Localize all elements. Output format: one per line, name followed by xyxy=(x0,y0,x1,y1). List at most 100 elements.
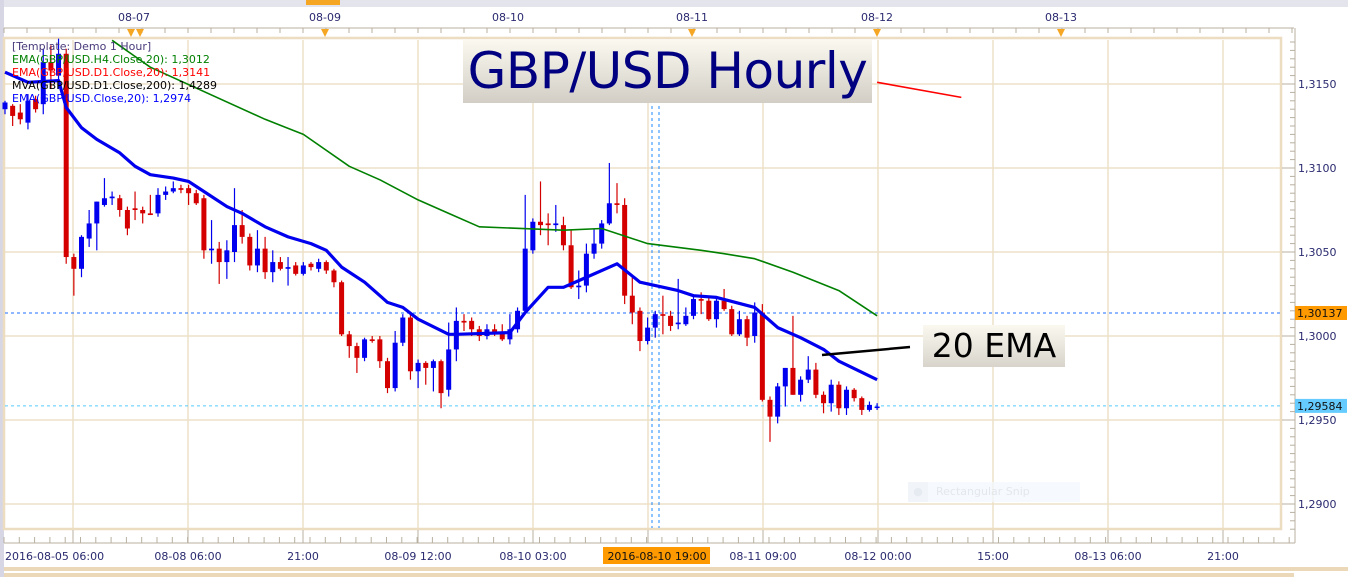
plot-frame xyxy=(2,36,1283,531)
candle-bearish xyxy=(132,208,138,210)
event-marker-icon xyxy=(136,29,144,37)
candle-bearish xyxy=(346,334,352,347)
event-marker-icon xyxy=(688,29,696,37)
legend-entry: EMA(GBP/USD.Close,20): 1,2974 xyxy=(12,92,191,105)
candle-bullish xyxy=(606,203,612,224)
indicator-lines xyxy=(4,39,962,382)
candle-bearish xyxy=(790,367,796,395)
price-axis-label: 1,3100 xyxy=(1298,162,1337,175)
candle-bullish xyxy=(163,191,169,195)
candle-bearish xyxy=(407,317,413,372)
event-marker-icon xyxy=(127,29,135,37)
snip-tooltip: ● Rectangular Snip xyxy=(908,482,1080,502)
candle-bullish xyxy=(86,223,92,239)
candle-bullish xyxy=(652,314,658,328)
candle-bearish xyxy=(637,310,643,342)
event-marker-icon xyxy=(321,29,329,37)
price-axis[interactable]: 1,3150 1,3100 1,3050 1,3000 1,2950 1,2900 xyxy=(1282,28,1337,543)
top-date-label: 08-07 xyxy=(118,11,150,24)
top-date-label: 08-11 xyxy=(676,11,708,24)
crosshair-time-label: 2016-08-10 19:00 xyxy=(607,550,706,563)
candle-bullish xyxy=(40,62,46,105)
candles xyxy=(2,38,880,442)
top-date-label: 08-12 xyxy=(861,11,893,24)
top-date-axis: 08-07 08-09 08-10 08-11 08-12 08-13 xyxy=(3,11,1294,37)
candle-bullish xyxy=(775,386,781,417)
candle-bullish xyxy=(576,285,582,288)
candle-bullish xyxy=(866,404,872,410)
left-edge xyxy=(0,0,4,577)
candle-bullish xyxy=(430,361,436,368)
candle-bullish xyxy=(446,349,452,390)
top-date-label: 08-13 xyxy=(1045,11,1077,24)
price-axis-label: 1,3050 xyxy=(1298,246,1337,259)
time-axis-label: 08-11 09:00 xyxy=(729,550,796,563)
candle-bearish xyxy=(721,300,727,310)
candle-bullish xyxy=(170,188,176,192)
candle-bullish xyxy=(25,100,31,123)
event-marker-icon xyxy=(1057,29,1065,37)
candle-bullish xyxy=(530,221,536,251)
time-axis-label: 08-08 06:00 xyxy=(154,550,221,563)
candle-bullish xyxy=(300,265,306,274)
candle-bearish xyxy=(117,198,123,210)
time-axis-label: 21:00 xyxy=(1207,550,1239,563)
candle-bullish xyxy=(79,236,84,269)
legend-entry: EMA(GBP/USD.H4.Close,20): 1,3012 xyxy=(12,53,210,66)
candle-bullish xyxy=(94,201,100,224)
candle-bullish xyxy=(713,300,719,320)
candle-bearish xyxy=(461,320,467,323)
time-axis[interactable]: 2016-08-05 06:00 08-08 06:00 21:00 08-09 12… xyxy=(3,530,1295,564)
candle-bearish xyxy=(545,223,551,226)
candle-bearish xyxy=(568,245,574,288)
top-date-label: 08-09 xyxy=(309,11,341,24)
indicator-legend: [Template: Demo 1 Hour]EMA(GBP/USD.H4.Cl… xyxy=(12,40,217,105)
candle-bearish xyxy=(499,332,505,340)
candle-bearish xyxy=(193,193,199,204)
candle-bearish xyxy=(216,248,222,263)
candle-bullish xyxy=(844,389,849,409)
candle-bearish xyxy=(339,282,345,335)
candle-bullish xyxy=(392,342,398,389)
candle-bullish xyxy=(683,315,689,325)
price-level-badge xyxy=(1295,398,1347,413)
time-axis-label: 21:00 xyxy=(287,550,319,563)
candle-bullish xyxy=(270,262,276,273)
candle-bearish xyxy=(614,203,620,205)
legend-entry: EMA(GBP/USD.D1.Close,20): 1,3141 xyxy=(12,66,210,79)
candle-bearish xyxy=(247,236,253,266)
candle-bearish xyxy=(423,362,429,368)
candle-bearish xyxy=(124,210,130,229)
candle-bearish xyxy=(293,265,299,274)
candle-bearish xyxy=(331,270,337,283)
price-axis-label: 1,3150 xyxy=(1298,78,1337,91)
candle-bearish xyxy=(354,346,360,358)
candle-bullish xyxy=(2,102,8,110)
candle-bearish xyxy=(438,361,444,394)
top-date-label: 08-10 xyxy=(492,11,524,24)
candle-bearish xyxy=(836,384,842,409)
candle-bearish xyxy=(469,320,475,330)
candle-bearish xyxy=(33,99,39,110)
candle-bullish xyxy=(736,319,742,335)
candle-bearish xyxy=(560,225,566,246)
candle-bullish xyxy=(415,362,421,372)
candle-bullish xyxy=(691,299,696,316)
time-axis-label: 08-10 03:00 xyxy=(499,550,566,563)
candle-bearish xyxy=(813,369,819,395)
chart-title-annotation: GBP/USD Hourly xyxy=(463,40,872,103)
candle-bearish xyxy=(63,53,69,258)
top-toolbar-strip xyxy=(0,0,1348,7)
time-axis-label: 08-09 12:00 xyxy=(384,550,451,563)
legend-entry: [Template: Demo 1 Hour] xyxy=(12,40,151,53)
top-toolbar-button[interactable] xyxy=(306,0,340,5)
bottom-panel-divider-2 xyxy=(4,573,1294,577)
candle-bullish xyxy=(56,53,62,76)
candle-bearish xyxy=(538,221,543,226)
candle-bearish xyxy=(744,319,750,338)
candle-bearish xyxy=(186,188,192,194)
candle-bearish xyxy=(706,300,712,320)
price-axis-label: 1,2900 xyxy=(1298,498,1337,511)
price-axis-label: 1,2950 xyxy=(1298,414,1337,427)
candle-bullish xyxy=(224,250,230,263)
